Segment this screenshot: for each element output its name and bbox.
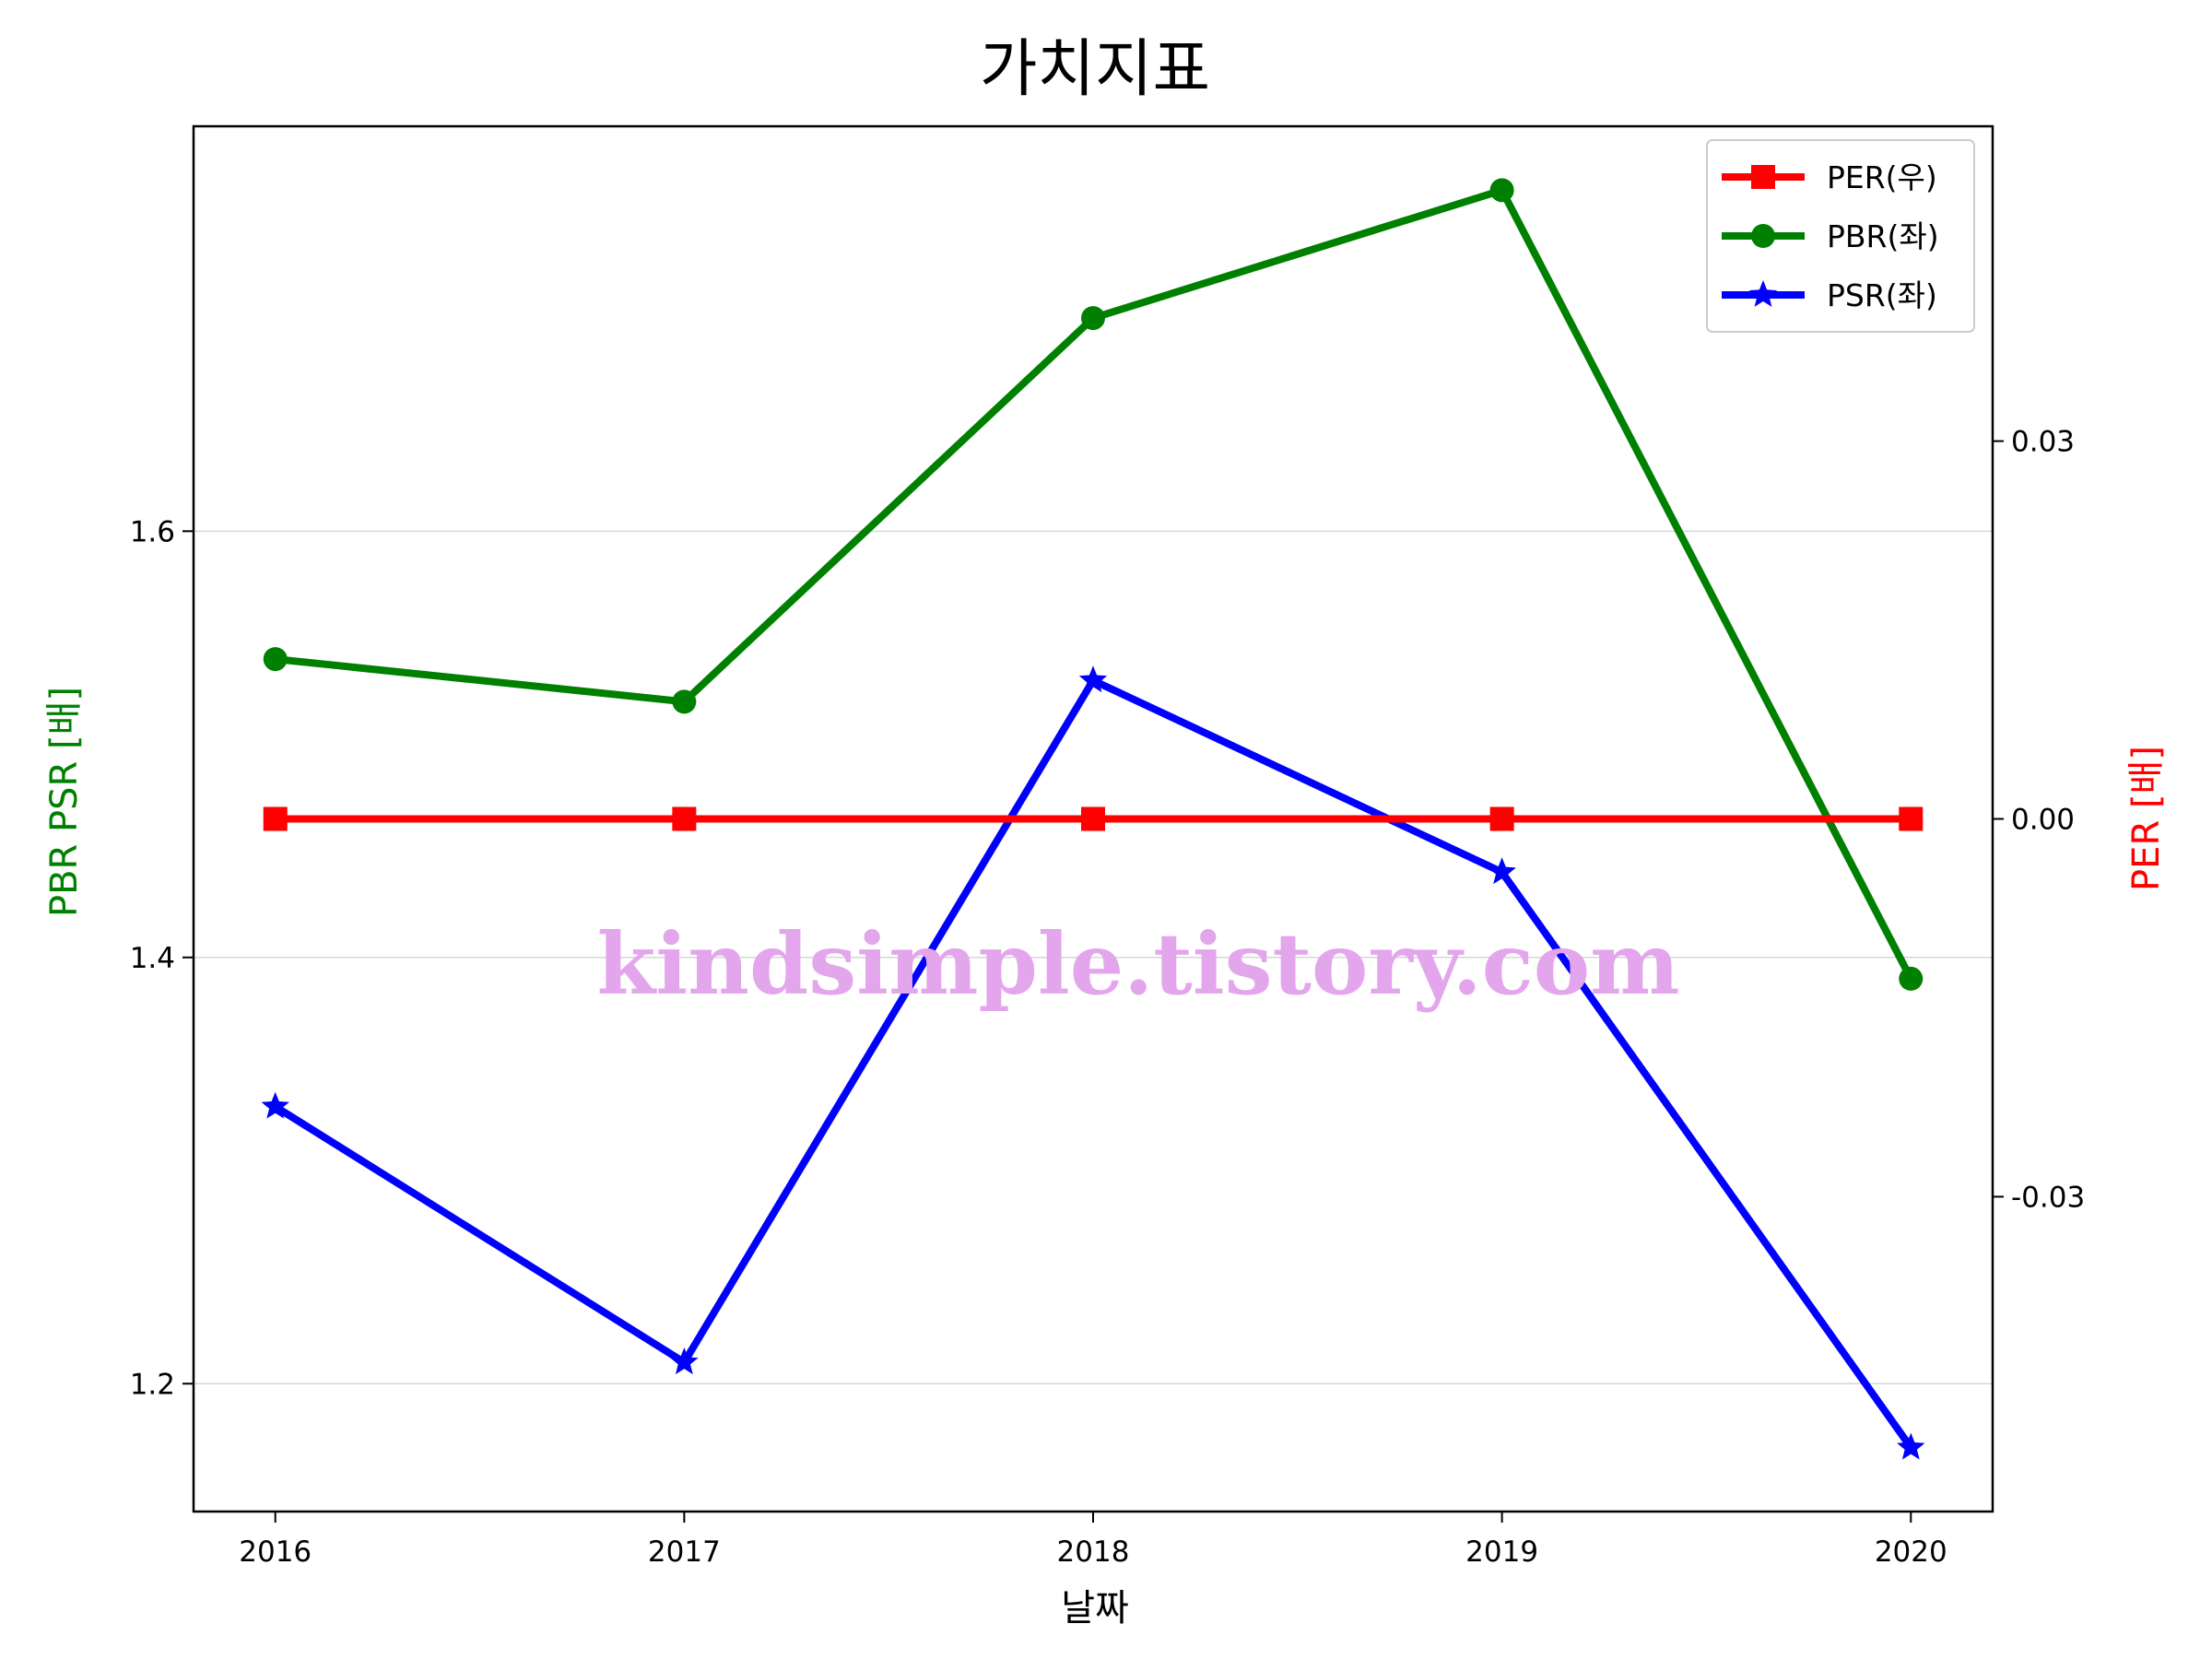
series-PER(우) [263, 806, 1924, 831]
y-axis-left: 1.2 1.4 1.6 [130, 515, 194, 1401]
legend-marker [1751, 165, 1775, 189]
data-point [263, 647, 288, 672]
series-layer [261, 178, 1925, 1460]
data-point [1899, 966, 1924, 991]
legend-marker [1751, 224, 1775, 248]
legend-label: PSR(좌) [1827, 277, 1937, 313]
data-point [1489, 178, 1514, 203]
legend: PER(우) PBR(좌) PSR(좌) [1706, 139, 1975, 333]
data-point [1897, 1432, 1925, 1460]
y-left-tick-label: 1.2 [130, 1368, 175, 1401]
watermark: kindsimple.tistory.com [596, 914, 1679, 1014]
y-right-tick-label: 0.00 [2011, 804, 2075, 837]
y-axis-right: -0.03 0.00 0.03 [1993, 426, 2085, 1214]
legend-item: PER(우) [1722, 159, 1937, 195]
y-left-tick-label: 1.4 [130, 942, 175, 975]
series-PBR(좌) [263, 178, 1924, 991]
data-point [261, 1091, 289, 1119]
data-point [1078, 665, 1108, 693]
x-tick-label: 2019 [1465, 1535, 1538, 1569]
x-tick-label: 2016 [239, 1535, 312, 1569]
y-right-tick-label: 0.03 [2011, 426, 2075, 459]
chart-title: 가치지표 [980, 33, 1210, 106]
series-PSR(좌) [261, 665, 1925, 1460]
legend-label: PER(우) [1827, 159, 1937, 195]
x-tick-label: 2017 [648, 1535, 721, 1569]
y-axis-right-label: PER [배] [2125, 746, 2168, 891]
x-axis-label: 날짜 [1061, 1587, 1129, 1630]
y-axis-left-label: PBR PSR [배] [43, 687, 86, 917]
data-point [1899, 806, 1924, 831]
data-point [672, 806, 697, 831]
data-point [1081, 306, 1105, 331]
legend-marker [1748, 280, 1778, 307]
data-point [263, 806, 288, 831]
legend-item: PBR(좌) [1722, 218, 1939, 254]
y-left-tick-label: 1.6 [130, 515, 175, 548]
x-axis: 2016 2017 2018 2019 2020 [239, 1512, 1947, 1569]
data-point [1489, 806, 1514, 831]
data-point [1081, 806, 1105, 831]
gridlines [194, 530, 1993, 1385]
x-tick-label: 2018 [1057, 1535, 1130, 1569]
y-right-tick-label: -0.03 [2011, 1181, 2085, 1214]
legend-label: PBR(좌) [1827, 218, 1939, 254]
legend-item: PSR(좌) [1722, 277, 1937, 313]
data-point [1488, 857, 1516, 885]
data-point [672, 689, 697, 714]
x-tick-label: 2020 [1875, 1535, 1947, 1569]
data-point [670, 1347, 699, 1375]
